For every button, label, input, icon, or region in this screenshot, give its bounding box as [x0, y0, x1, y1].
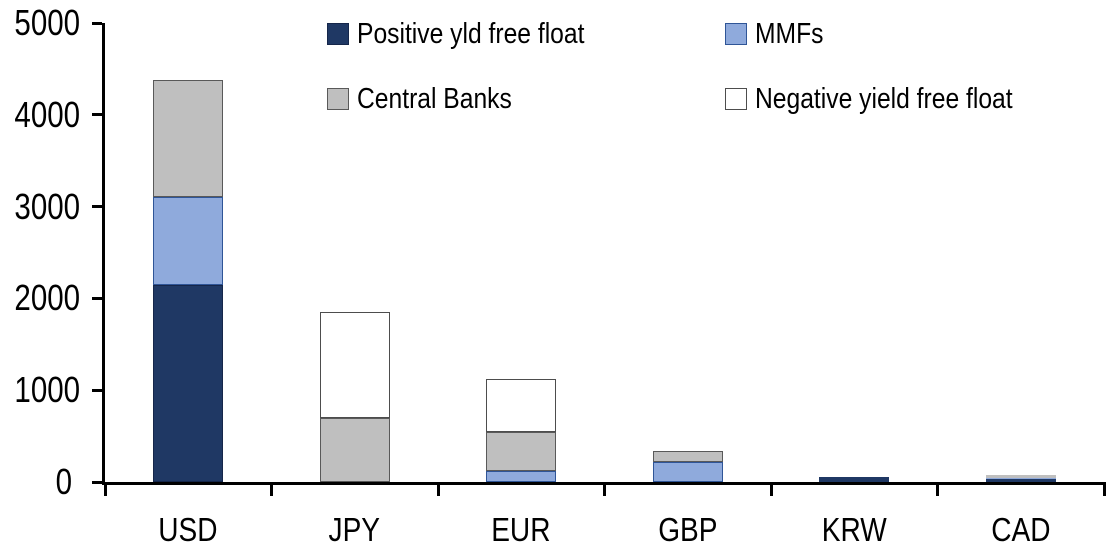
y-tick [92, 480, 102, 484]
y-tick [92, 296, 102, 300]
legend-swatch-negative-yield-free-float [725, 88, 747, 110]
x-tick [1102, 482, 1106, 496]
y-tick-label: 0 [55, 461, 72, 502]
x-tick [603, 482, 606, 496]
bar-segment-jpy-central-banks [319, 417, 390, 482]
bar-segment-eur-mmfs [486, 470, 557, 482]
bar-segment-gbp-central-banks [652, 450, 723, 462]
y-tick-label: 2000 [14, 277, 81, 319]
legend-item-mmfs: MMFs [725, 18, 836, 50]
legend-item-negative-yield-free-float: Negative yield free float [725, 83, 1058, 115]
bar-segment-cad-positive-yld-free-float [985, 478, 1056, 482]
y-tick [92, 205, 102, 209]
bar-segment-gbp-mmfs [652, 461, 723, 482]
y-tick [92, 21, 102, 25]
legend-label-central-banks: Central Banks [357, 83, 512, 115]
x-tick [103, 482, 107, 496]
bar-segment-krw-positive-yld-free-float [819, 477, 890, 482]
y-tick-label: 5000 [14, 2, 81, 43]
y-tick [92, 388, 102, 392]
x-axis-label-cad: CAD [991, 511, 1051, 548]
bar-segment-usd-central-banks [153, 79, 224, 198]
bar-segment-eur-negative-yield-free-float [486, 379, 557, 432]
x-axis-label-gbp: GBP [658, 511, 718, 548]
legend-label-positive-yld-free-float: Positive yld free float [357, 18, 585, 50]
legend-item-central-banks: Central Banks [327, 83, 539, 115]
legend-label-mmfs: MMFs [755, 18, 824, 50]
y-tick [92, 113, 102, 117]
bar-segment-usd-mmfs [153, 197, 224, 285]
x-tick [436, 482, 440, 496]
bar-segment-eur-central-banks [486, 431, 557, 471]
x-tick [769, 482, 773, 496]
legend-swatch-central-banks [327, 88, 349, 110]
x-axis-label-krw: KRW [821, 511, 887, 548]
legend-label-negative-yield-free-float: Negative yield free float [755, 83, 1013, 115]
legend-item-positive-yld-free-float: Positive yld free float [327, 18, 625, 50]
legend-swatch-positive-yld-free-float [327, 23, 349, 45]
x-axis-label-usd: USD [158, 511, 218, 548]
y-tick-label: 1000 [14, 369, 81, 411]
y-tick-label: 3000 [14, 185, 81, 227]
y-tick-label: 4000 [14, 93, 81, 135]
bar-segment-cad-central-banks [985, 475, 1056, 478]
x-axis-label-eur: EUR [491, 511, 551, 548]
x-tick [936, 482, 939, 496]
y-axis-line [102, 23, 105, 485]
bar-segment-jpy-negative-yield-free-float [319, 312, 390, 418]
bar-segment-usd-positive-yld-free-float [153, 284, 224, 482]
x-axis-label-jpy: JPY [329, 511, 381, 548]
legend-swatch-mmfs [725, 23, 747, 45]
bar-segment-cad-mmfs [985, 477, 1056, 479]
x-tick [270, 482, 273, 496]
